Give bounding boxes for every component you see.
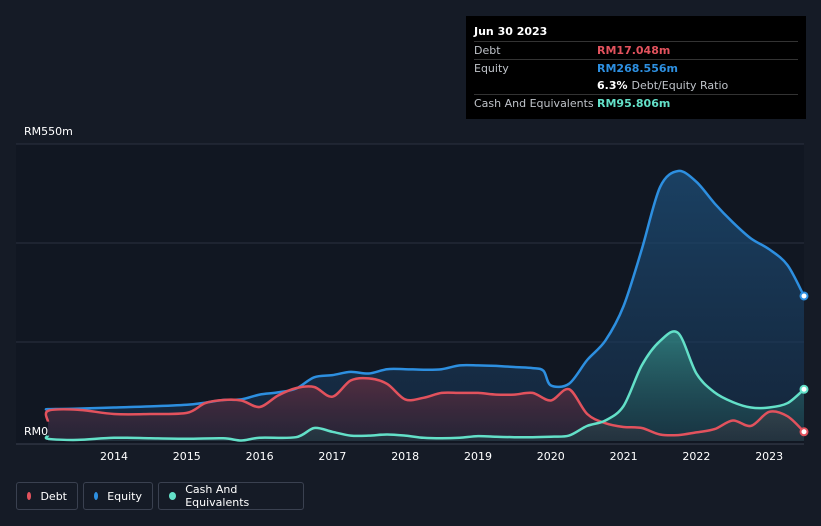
x-tick-label: 2017	[318, 450, 346, 463]
tooltip-cash-label: Cash And Equivalents	[474, 97, 594, 110]
x-tick-label: 2022	[682, 450, 710, 463]
endpoint-debt	[799, 427, 809, 437]
tooltip-ratio-label: Debt/Equity Ratio	[631, 79, 729, 92]
series-areas	[45, 170, 804, 441]
endpoint-equity	[799, 291, 809, 301]
tooltip-row-ratio: 6.3% Debt/Equity Ratio	[474, 77, 798, 94]
tooltip-debt-label: Debt	[474, 44, 501, 57]
tooltip-panel: Jun 30 2023 Debt RM17.048m Equity RM268.…	[466, 16, 806, 119]
tooltip-equity-label: Equity	[474, 62, 509, 75]
area-cash	[45, 331, 804, 441]
x-tick-label: 2020	[537, 450, 565, 463]
tooltip-cash-value: RM95.806m	[597, 97, 671, 110]
legend-item-debt[interactable]: Debt	[16, 482, 78, 510]
legend-cash-label: Cash And Equivalents	[185, 483, 250, 509]
x-tick-label: 2018	[391, 450, 419, 463]
series-lines	[44, 169, 806, 442]
line-cash	[44, 330, 805, 442]
tooltip-date: Jun 30 2023	[474, 25, 548, 38]
tooltip-row-debt: Debt RM17.048m	[474, 41, 798, 59]
cash-dot-icon	[169, 492, 177, 500]
legend-equity-label: Equity	[107, 489, 142, 503]
x-tick-label: 2019	[464, 450, 492, 463]
endpoint-cash	[799, 384, 809, 394]
x-tick-label: 2015	[173, 450, 201, 463]
debt-dot-icon	[27, 492, 32, 500]
tooltip-debt-value: RM17.048m	[597, 44, 671, 57]
tooltip-equity-value: RM268.556m	[597, 62, 678, 75]
y-axis-bottom-label: RM0	[24, 425, 48, 438]
x-axis-ticks: 2014 2015 2016 2017 2018 2019 2020 2021 2022 2023	[100, 450, 783, 463]
x-tick-label: 2014	[100, 450, 128, 463]
equity-dot-icon	[94, 492, 99, 500]
tooltip-row-cash: Cash And Equivalents RM95.806m	[474, 94, 798, 112]
y-axis-top-label: RM550m	[24, 125, 73, 138]
x-tick-label: 2021	[610, 450, 638, 463]
area-debt	[45, 378, 804, 441]
x-tick-label: 2016	[246, 450, 274, 463]
tooltip-ratio-value: 6.3%	[597, 79, 628, 92]
x-tick-label: 2023	[755, 450, 783, 463]
legend-item-equity[interactable]: Equity	[83, 482, 153, 510]
legend-debt-label: Debt	[40, 489, 67, 503]
series-endpoints	[799, 291, 809, 437]
line-debt	[44, 376, 805, 437]
legend-item-cash[interactable]: Cash And Equivalents	[158, 482, 304, 510]
tooltip-row-equity: Equity RM268.556m	[474, 59, 798, 77]
area-equity	[45, 170, 804, 441]
